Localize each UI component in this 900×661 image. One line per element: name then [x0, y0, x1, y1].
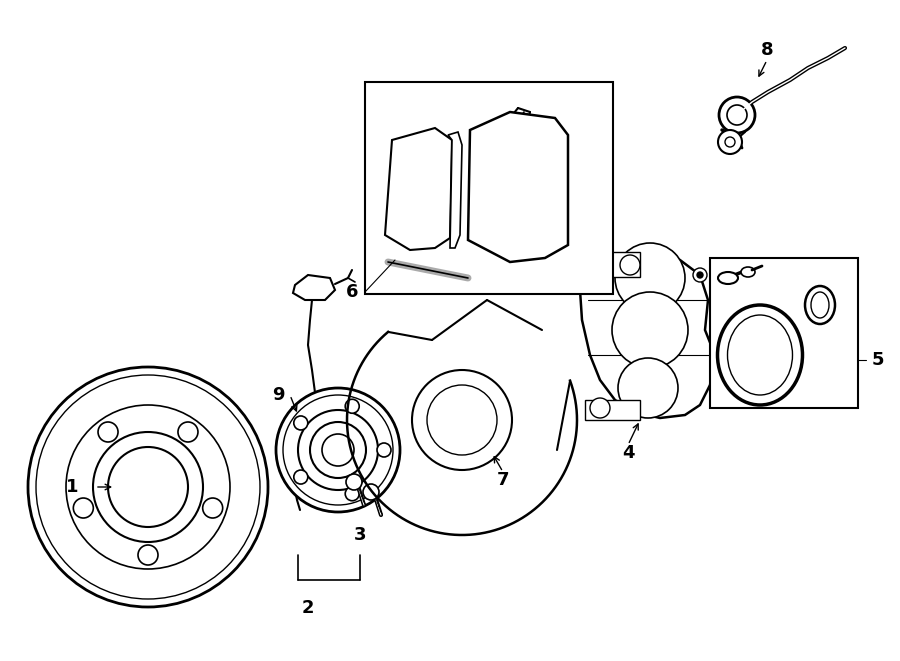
Circle shape: [693, 268, 707, 282]
Text: 3: 3: [354, 526, 366, 544]
Text: 7: 7: [497, 471, 509, 489]
Circle shape: [138, 545, 158, 565]
Polygon shape: [468, 112, 568, 262]
Text: 8: 8: [760, 41, 773, 59]
Polygon shape: [385, 128, 452, 250]
Circle shape: [427, 385, 497, 455]
Polygon shape: [580, 252, 715, 418]
Bar: [585, 400, 640, 420]
Circle shape: [725, 137, 735, 147]
Circle shape: [98, 422, 118, 442]
Text: 4: 4: [622, 444, 634, 462]
Circle shape: [718, 130, 742, 154]
Circle shape: [590, 255, 610, 275]
Circle shape: [73, 498, 94, 518]
Bar: [710, 258, 858, 408]
Circle shape: [66, 405, 230, 569]
Circle shape: [346, 399, 359, 413]
Bar: [365, 82, 613, 294]
Text: 6: 6: [346, 283, 358, 301]
Circle shape: [346, 486, 359, 501]
Circle shape: [412, 370, 512, 470]
Circle shape: [346, 474, 362, 490]
Polygon shape: [448, 132, 462, 248]
Circle shape: [36, 375, 260, 599]
Text: 2: 2: [302, 599, 314, 617]
Text: 9: 9: [272, 386, 284, 404]
Circle shape: [276, 388, 400, 512]
Circle shape: [310, 422, 366, 478]
Bar: [585, 252, 640, 277]
Circle shape: [178, 422, 198, 442]
Circle shape: [590, 398, 610, 418]
Ellipse shape: [805, 286, 835, 324]
Ellipse shape: [717, 305, 803, 405]
Ellipse shape: [727, 315, 793, 395]
Circle shape: [293, 416, 308, 430]
Circle shape: [618, 358, 678, 418]
Circle shape: [719, 97, 755, 133]
Ellipse shape: [811, 292, 829, 318]
Circle shape: [612, 292, 688, 368]
Circle shape: [108, 447, 188, 527]
Circle shape: [293, 470, 308, 484]
Text: 1: 1: [66, 478, 78, 496]
Circle shape: [202, 498, 222, 518]
Circle shape: [377, 443, 391, 457]
Circle shape: [322, 434, 354, 466]
Circle shape: [363, 484, 379, 500]
Polygon shape: [293, 275, 335, 300]
Circle shape: [697, 272, 703, 278]
Circle shape: [283, 395, 393, 505]
Text: 5: 5: [872, 351, 884, 369]
Circle shape: [727, 105, 747, 125]
Circle shape: [93, 432, 203, 542]
Circle shape: [28, 367, 268, 607]
Ellipse shape: [718, 272, 738, 284]
Circle shape: [615, 243, 685, 313]
Circle shape: [298, 410, 378, 490]
Circle shape: [620, 255, 640, 275]
Ellipse shape: [741, 267, 755, 277]
